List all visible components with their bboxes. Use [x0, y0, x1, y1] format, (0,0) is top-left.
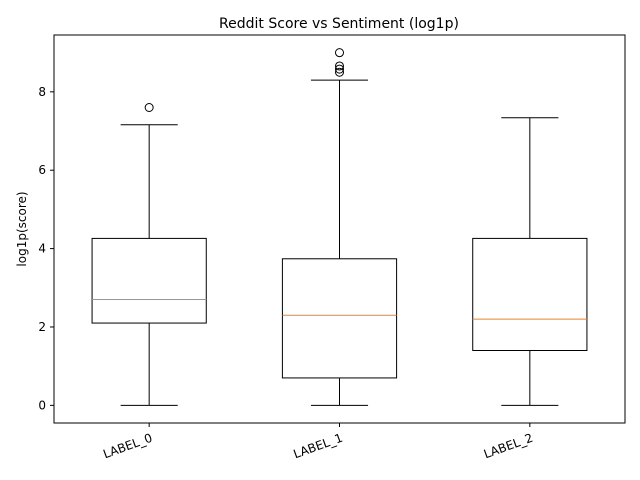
boxes-layer: [91, 48, 588, 406]
x-tick-label: LABEL_2: [482, 431, 535, 462]
box-iqr: [91, 237, 207, 324]
box-iqr: [281, 258, 398, 379]
chart-title: Reddit Score vs Sentiment (log1p): [219, 16, 459, 32]
outlier-point: [335, 64, 344, 74]
box-iqr: [472, 237, 588, 351]
y-tick-label: 8: [38, 85, 46, 99]
y-tick-label: 6: [38, 163, 46, 177]
x-tick-label: LABEL_1: [292, 431, 345, 462]
y-tick-label: 4: [38, 242, 46, 256]
outlier-point: [144, 103, 154, 113]
x-axis: LABEL_0 LABEL_1 LABEL_2: [101, 423, 535, 461]
x-tick-label: LABEL_0: [101, 431, 154, 462]
outlier-point: [335, 48, 344, 58]
y-tick-label: 0: [38, 398, 46, 412]
outlier-point: [335, 61, 344, 71]
outlier-point: [335, 67, 344, 77]
y-axis: 0 2 4 6 8: [38, 85, 54, 412]
y-tick-label: 2: [38, 320, 46, 334]
y-axis-label: log1p(score): [15, 191, 29, 266]
